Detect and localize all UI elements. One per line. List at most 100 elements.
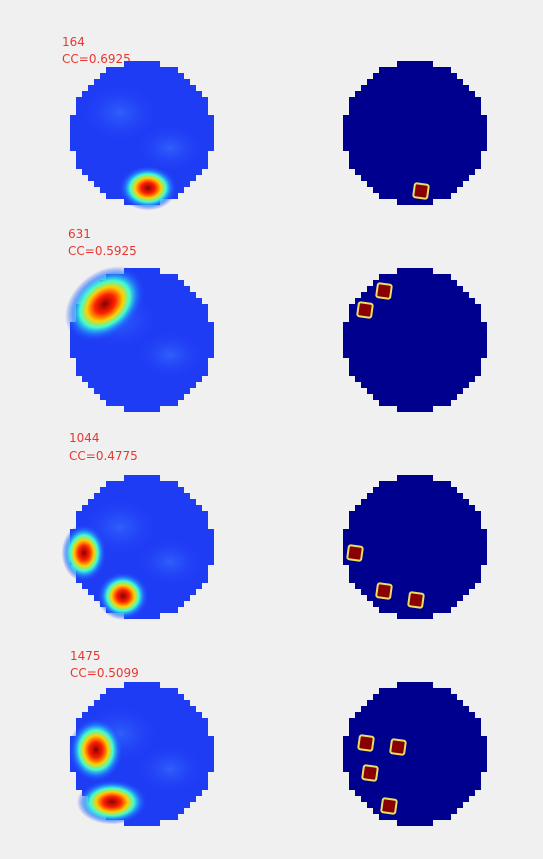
disk-band bbox=[100, 73, 184, 79]
disk-band bbox=[373, 280, 457, 286]
disk-band bbox=[124, 682, 160, 688]
disk-band bbox=[379, 400, 451, 406]
disk-band bbox=[397, 682, 433, 688]
disk-band bbox=[124, 406, 160, 412]
disk-band bbox=[124, 268, 160, 274]
disk-band bbox=[397, 475, 433, 481]
disk-band bbox=[349, 304, 481, 310]
panel-cc: CC=0.5925 bbox=[68, 244, 137, 258]
disk-band bbox=[367, 79, 463, 85]
panel-cc: CC=0.5099 bbox=[70, 666, 139, 680]
disk-band bbox=[373, 487, 457, 493]
disk-band bbox=[397, 613, 433, 619]
disk-band bbox=[100, 394, 184, 400]
hot-spot bbox=[64, 266, 146, 342]
reconstruction bbox=[61, 475, 214, 620]
disk-band bbox=[397, 268, 433, 274]
disk-band bbox=[361, 85, 469, 91]
disk-band bbox=[355, 505, 475, 511]
disk-band bbox=[124, 61, 160, 67]
disk-band bbox=[106, 67, 178, 73]
disk-band bbox=[343, 535, 487, 541]
disk-band bbox=[343, 322, 487, 328]
disk-band bbox=[343, 133, 487, 139]
disk-band bbox=[379, 481, 451, 487]
disk-band bbox=[88, 382, 196, 388]
disk-band bbox=[349, 718, 481, 724]
hot-spot bbox=[68, 718, 124, 782]
disk-band bbox=[343, 736, 487, 742]
disk-band bbox=[349, 163, 481, 169]
disk-band bbox=[343, 352, 487, 358]
disk-band bbox=[343, 139, 487, 145]
panel-cc: CC=0.4775 bbox=[69, 449, 138, 463]
disk-band bbox=[361, 382, 469, 388]
disk-band bbox=[349, 364, 481, 370]
disk-band bbox=[361, 796, 469, 802]
disk-band bbox=[343, 334, 487, 340]
disk-band bbox=[367, 286, 463, 292]
disk-band bbox=[94, 700, 190, 706]
inclusion bbox=[357, 734, 375, 752]
texture bbox=[135, 330, 205, 380]
disk-band bbox=[355, 376, 475, 382]
hot-spot bbox=[76, 779, 148, 825]
disk-band bbox=[349, 724, 481, 730]
disk-band bbox=[361, 706, 469, 712]
disk-band bbox=[373, 73, 457, 79]
disk-band bbox=[76, 370, 208, 376]
inclusion bbox=[346, 544, 364, 562]
disk-band bbox=[349, 772, 481, 778]
disk-band bbox=[367, 700, 463, 706]
ground-truth bbox=[343, 61, 487, 205]
hot-spot bbox=[119, 165, 177, 211]
disk-band bbox=[349, 517, 481, 523]
ground-truth bbox=[343, 475, 487, 619]
disk-band bbox=[397, 61, 433, 67]
disk-band bbox=[349, 316, 481, 322]
inclusion bbox=[356, 301, 374, 319]
disk-band bbox=[343, 742, 487, 748]
panel-id: 164 bbox=[62, 35, 85, 49]
inclusion bbox=[361, 764, 379, 782]
reconstruction bbox=[68, 682, 214, 826]
disk-band bbox=[349, 157, 481, 163]
disk-band bbox=[373, 694, 457, 700]
disk-band bbox=[349, 109, 481, 115]
disk-band bbox=[349, 358, 481, 364]
disk-band bbox=[343, 121, 487, 127]
disk-band bbox=[124, 820, 160, 826]
disk-band bbox=[106, 274, 178, 280]
disk-band bbox=[349, 511, 481, 517]
disk-band bbox=[379, 67, 451, 73]
disk-band bbox=[355, 790, 475, 796]
disk-band bbox=[76, 163, 208, 169]
inclusion bbox=[375, 282, 393, 300]
disk-band bbox=[349, 103, 481, 109]
disk-band bbox=[379, 274, 451, 280]
disk-band bbox=[343, 748, 487, 754]
disk-band bbox=[361, 292, 469, 298]
disk-band bbox=[367, 802, 463, 808]
inclusion bbox=[407, 591, 425, 609]
disk-band bbox=[349, 310, 481, 316]
texture bbox=[135, 537, 205, 587]
texture bbox=[80, 83, 160, 143]
hot-spot bbox=[97, 572, 149, 620]
reconstruction bbox=[70, 61, 214, 211]
disk-band bbox=[349, 784, 481, 790]
disk-band bbox=[343, 559, 487, 565]
disk-band bbox=[349, 523, 481, 529]
ground-truth bbox=[343, 268, 487, 412]
disk-band bbox=[373, 394, 457, 400]
disk-band bbox=[349, 577, 481, 583]
disk-band bbox=[343, 127, 487, 133]
disk-band bbox=[106, 481, 178, 487]
panel-id: 1475 bbox=[70, 649, 101, 663]
disk-band bbox=[349, 571, 481, 577]
disk-band bbox=[343, 541, 487, 547]
disk-band bbox=[94, 493, 190, 499]
disk-band bbox=[355, 298, 475, 304]
inclusion bbox=[412, 182, 430, 200]
